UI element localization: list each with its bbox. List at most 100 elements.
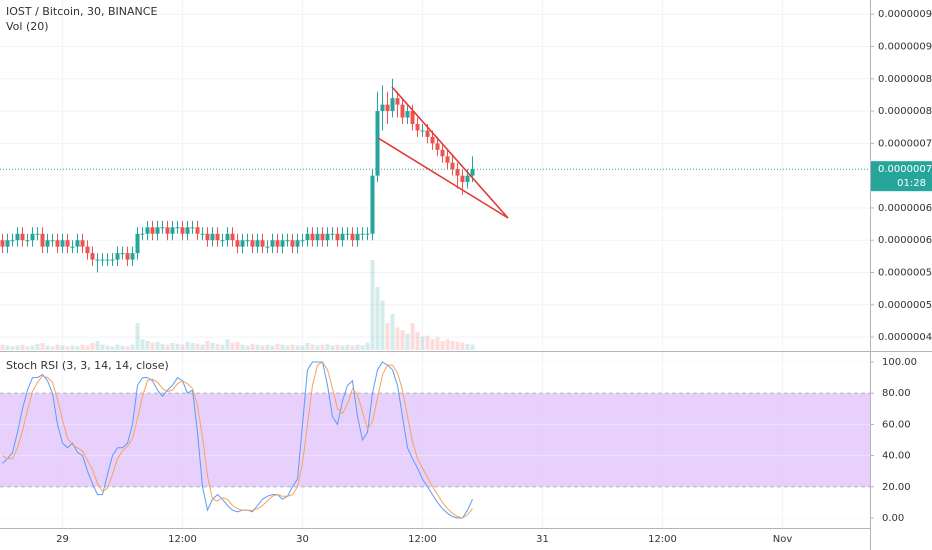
candle-body (50, 240, 55, 242)
x-tick-label: 12:00 (648, 534, 677, 545)
volume-bar (205, 341, 210, 350)
last-price-tag (871, 161, 932, 192)
candle-body (105, 259, 110, 261)
volume-bar (245, 345, 250, 350)
candle-body (290, 240, 295, 247)
candle-body (215, 233, 220, 241)
candle-body (305, 233, 310, 241)
candle-body (95, 259, 100, 261)
candle-body (60, 240, 65, 247)
volume-bar (455, 341, 460, 350)
volume-bar (200, 344, 205, 350)
volume-bar (190, 342, 195, 350)
candle-body (395, 98, 400, 105)
volume-bar (255, 344, 260, 350)
volume-bar (195, 343, 200, 350)
volume-bar (345, 344, 350, 350)
volume-bar (145, 341, 150, 350)
volume-bar (285, 345, 290, 350)
candle-body (10, 240, 15, 242)
volume-bar (85, 345, 90, 350)
volume-bar (465, 343, 470, 350)
volume-bar (40, 342, 45, 350)
volume-bar (265, 344, 270, 350)
volume-bar (450, 341, 455, 350)
candle-body (100, 259, 105, 261)
candle-body (335, 233, 340, 241)
candle-body (315, 233, 320, 241)
candle-body (405, 111, 410, 118)
volume-bar (165, 344, 170, 350)
y-tick-label: 0.00000065 (878, 203, 932, 214)
candle-body (410, 111, 415, 124)
candle-body (145, 227, 150, 234)
candle-body (280, 240, 285, 247)
volume-bar (440, 341, 445, 350)
volume-bar (310, 344, 315, 350)
candle-body (180, 227, 185, 234)
indicator-line (2, 361, 473, 519)
candle-body (275, 240, 280, 247)
volume-bar (470, 344, 475, 350)
volume-bar (335, 344, 340, 350)
trendline (391, 86, 509, 219)
candle-body (270, 240, 275, 247)
volume-bar (280, 344, 285, 350)
y-tick-label: 0.00000095 (878, 9, 932, 20)
candle-body (455, 169, 460, 176)
y-tick-label: 100.00 (882, 357, 917, 368)
candle-body (235, 240, 240, 247)
candle-body (250, 240, 255, 247)
candle-body (245, 240, 250, 242)
volume-bar (240, 344, 245, 350)
volume-bar (185, 341, 190, 350)
candle-body (25, 240, 30, 242)
volume-bar (115, 344, 120, 350)
volume-bar (55, 344, 60, 350)
volume-bar (230, 342, 235, 350)
x-tick-label: 29 (56, 534, 69, 545)
candle-body (430, 136, 435, 144)
candle-body (35, 233, 40, 235)
volume-bar (20, 344, 25, 350)
volume-bar (250, 343, 255, 350)
candle-body (135, 233, 140, 254)
volume-bar (340, 345, 345, 350)
candle-body (55, 240, 60, 247)
candle-body (425, 130, 430, 137)
volume-bar (25, 346, 30, 350)
volume-bar (80, 344, 85, 350)
countdown: 01:28 (897, 178, 926, 189)
volume-bar (10, 346, 15, 350)
candle-body (200, 233, 205, 235)
candle-body (320, 233, 325, 241)
volume-bar (215, 343, 220, 350)
volume-bar (95, 341, 100, 350)
candle-body (465, 175, 470, 183)
volume-bar (370, 260, 375, 350)
candle-body (265, 246, 270, 248)
candle-body (30, 233, 35, 241)
volume-bar (405, 333, 410, 350)
candle-body (470, 169, 475, 176)
candle-body (380, 104, 385, 112)
candle-body (400, 104, 405, 118)
volume-bar (35, 343, 40, 350)
candle-body (85, 246, 90, 254)
volume-bar (70, 345, 75, 350)
y-tick-label: 0.00000045 (878, 332, 932, 343)
candle-body (75, 240, 80, 247)
band (0, 393, 870, 487)
candle-body (150, 227, 155, 234)
candle-body (125, 253, 130, 260)
volume-bar (325, 343, 330, 350)
volume-bar (45, 345, 50, 350)
candle-body (355, 233, 360, 241)
volume-bar (125, 346, 130, 350)
candle-body (460, 175, 465, 183)
candle-body (340, 233, 345, 241)
y-tick-label: 0.00 (882, 513, 904, 524)
y-tick-label: 80.00 (882, 388, 911, 399)
volume-bar (15, 345, 20, 350)
